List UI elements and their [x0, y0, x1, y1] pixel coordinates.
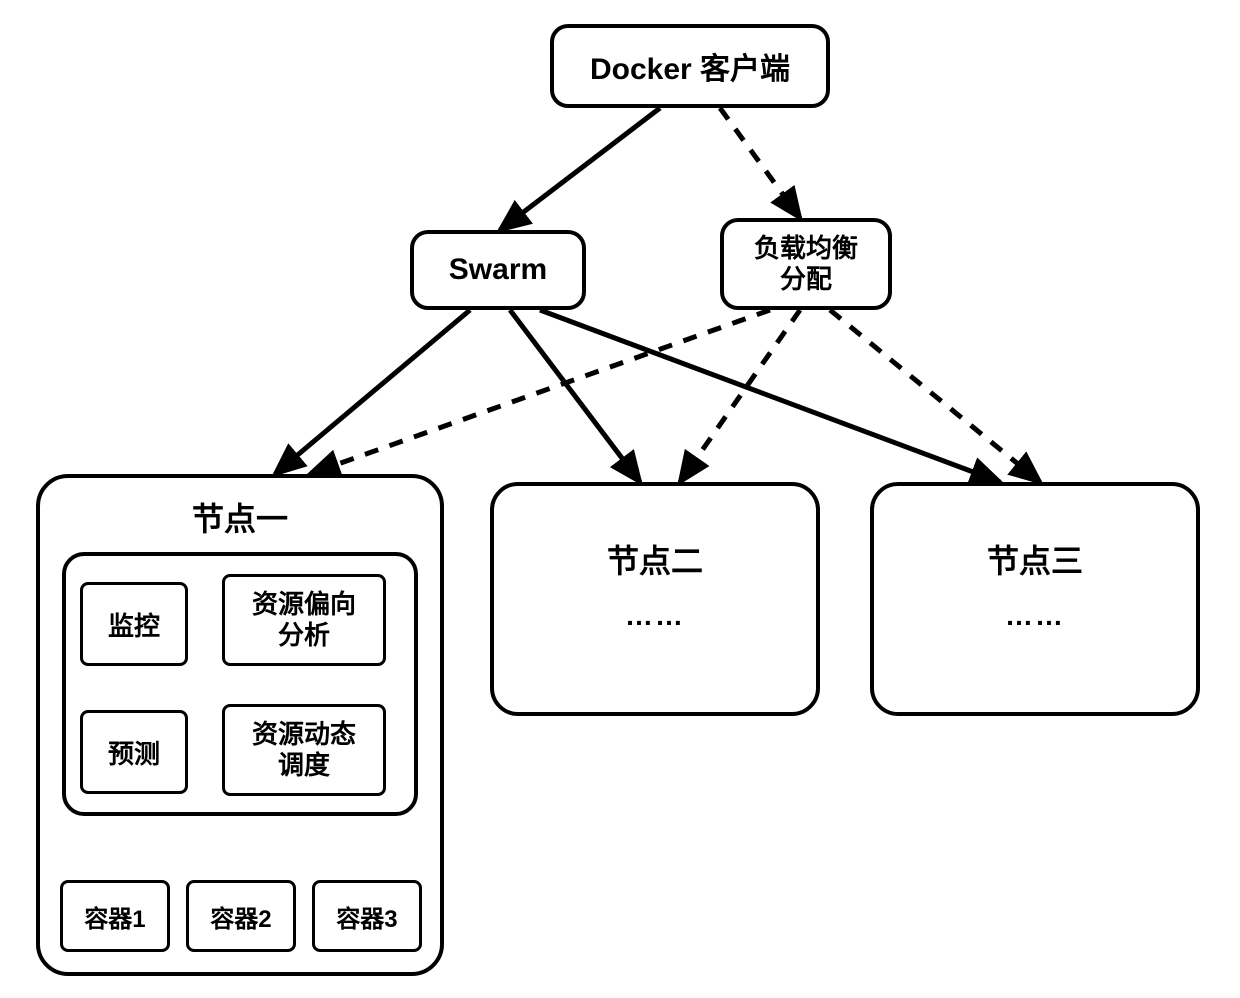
container-3-label: 容器3 — [336, 899, 397, 934]
container-1-label: 容器1 — [84, 899, 145, 934]
resource-bias-label: 资源偏向 分析 — [252, 589, 356, 651]
predict-box: 预测 — [80, 710, 188, 794]
docker-client-node: Docker 客户端 — [550, 24, 830, 108]
container-1-box: 容器1 — [60, 880, 170, 952]
monitor-label: 监控 — [108, 606, 160, 643]
docker-client-label: Docker 客户端 — [590, 44, 790, 88]
edge-swarm-to-node1 — [275, 310, 470, 474]
node-3-title: 节点三 — [987, 536, 1083, 582]
node-2-title: 节点二 — [607, 536, 703, 582]
load-balance-label: 负载均衡 分配 — [754, 233, 858, 295]
node-1-label: 节点一 — [192, 501, 288, 537]
node-2-label: 节点二 — [607, 543, 703, 579]
edge-load_balance-to-node1 — [310, 310, 770, 474]
container-2-box: 容器2 — [186, 880, 296, 952]
docker-architecture-diagram: Docker 客户端 Swarm 负载均衡 分配 节点一 监控 资源偏向 分析 … — [0, 0, 1240, 998]
edge-swarm-to-node3 — [540, 310, 1000, 482]
node-3: 节点三 …… — [870, 482, 1200, 716]
resource-bias-box: 资源偏向 分析 — [222, 574, 386, 666]
node-3-ellipsis: …… — [1005, 600, 1065, 632]
swarm-label: Swarm — [449, 253, 547, 287]
edge-docker_client-to-swarm — [500, 108, 660, 230]
edge-load_balance-to-node3 — [830, 310, 1040, 482]
edge-docker_client-to-load_balance — [720, 108, 800, 218]
load-balance-node: 负载均衡 分配 — [720, 218, 892, 310]
container-2-label: 容器2 — [210, 899, 271, 934]
edge-load_balance-to-node2 — [680, 310, 800, 482]
node-2-ellipsis: …… — [625, 600, 685, 632]
resource-dynamic-label: 资源动态 调度 — [252, 719, 356, 781]
container-3-box: 容器3 — [312, 880, 422, 952]
edge-swarm-to-node2 — [510, 310, 640, 482]
resource-dynamic-box: 资源动态 调度 — [222, 704, 386, 796]
monitor-box: 监控 — [80, 582, 188, 666]
node-3-label: 节点三 — [987, 543, 1083, 579]
node-2: 节点二 …… — [490, 482, 820, 716]
node-1-title: 节点一 — [40, 494, 440, 540]
swarm-node: Swarm — [410, 230, 586, 310]
predict-label: 预测 — [108, 734, 160, 771]
